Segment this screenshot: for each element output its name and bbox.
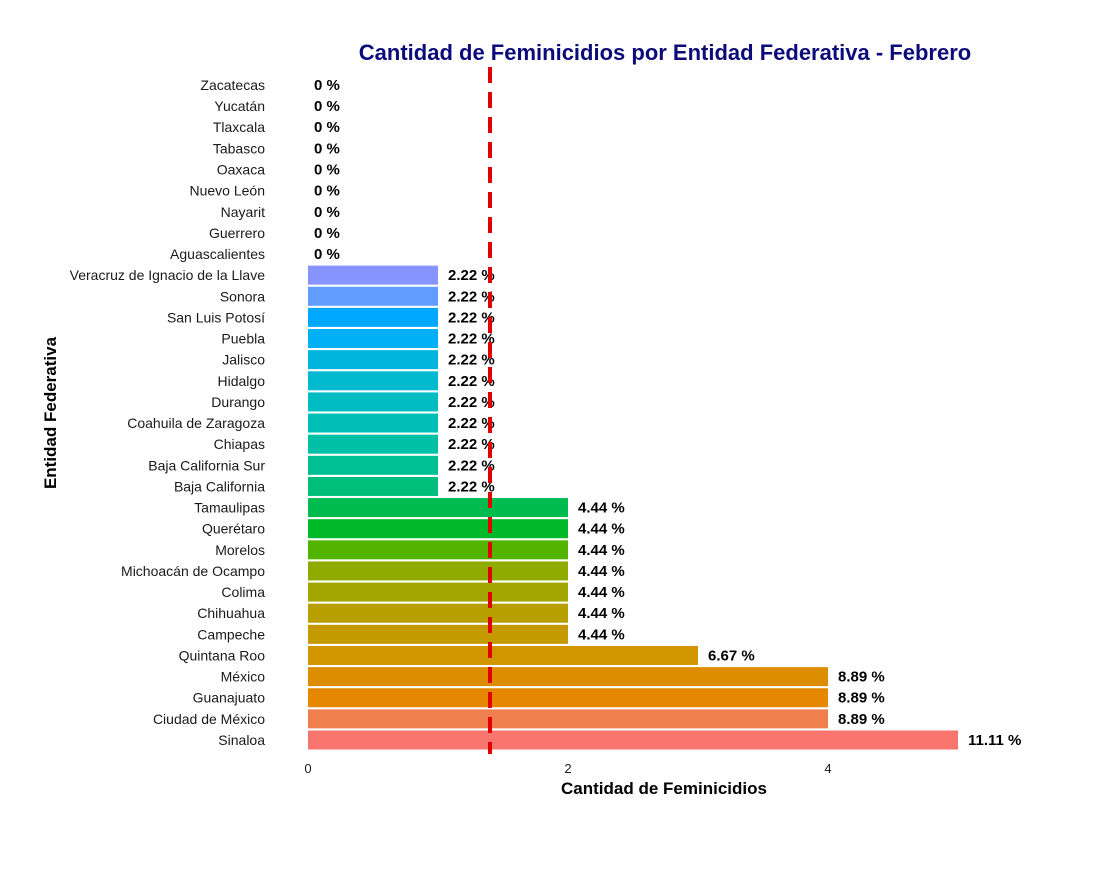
- category-labels: Sinaloa Ciudad de México Guanajuato México Q…: [70, 77, 266, 748]
- category-label: Tamaulipas: [194, 500, 265, 516]
- bar: [308, 519, 568, 539]
- bar: [308, 561, 568, 581]
- bar: [308, 350, 438, 370]
- bar: [308, 667, 828, 687]
- data-label: 0 %: [314, 246, 340, 263]
- category-label: Aguascalientes: [170, 246, 265, 262]
- category-label: Chiapas: [214, 436, 265, 452]
- data-label: 0 %: [314, 98, 340, 115]
- category-label: Veracruz de Ignacio de la Llave: [70, 267, 266, 283]
- data-label: 4.44 %: [578, 605, 625, 622]
- bar: [308, 392, 438, 412]
- data-label: 0 %: [314, 183, 340, 200]
- category-label: Hidalgo: [218, 373, 266, 389]
- data-label: 4.44 %: [578, 584, 625, 601]
- category-label: Oaxaca: [217, 161, 265, 177]
- category-label: Quintana Roo: [179, 647, 266, 663]
- data-label: 2.22 %: [448, 457, 495, 474]
- category-label: San Luis Potosí: [167, 309, 265, 325]
- data-label: 4.44 %: [578, 500, 625, 517]
- data-label: 0 %: [314, 225, 340, 242]
- category-label: Querétaro: [202, 521, 265, 537]
- x-tick-label: 2: [564, 761, 571, 776]
- bar: [308, 286, 438, 306]
- category-label: Zacatecas: [200, 77, 265, 93]
- category-label: Morelos: [215, 542, 265, 558]
- data-label: 8.89 %: [838, 690, 885, 707]
- category-label: Tlaxcala: [213, 119, 265, 135]
- x-axis-label: Cantidad de Feminicidios: [561, 779, 767, 798]
- data-label: 0 %: [314, 77, 340, 94]
- category-label: México: [221, 669, 266, 685]
- category-label: Tabasco: [213, 140, 265, 156]
- bar: [308, 498, 568, 518]
- bar: [308, 688, 828, 708]
- category-label: Baja California: [174, 478, 265, 494]
- data-label: 2.22 %: [448, 373, 495, 390]
- bar: [308, 476, 438, 496]
- bar: [308, 709, 828, 729]
- data-label: 2.22 %: [448, 436, 495, 453]
- data-label: 0 %: [314, 140, 340, 157]
- bar: [308, 582, 568, 602]
- bar: [308, 307, 438, 327]
- chart-title: Cantidad de Feminicidios por Entidad Fed…: [359, 40, 971, 65]
- category-label: Campeche: [197, 626, 265, 642]
- data-label: 0 %: [314, 119, 340, 136]
- data-label: 0 %: [314, 204, 340, 221]
- data-label: 2.22 %: [448, 267, 495, 284]
- bar: [308, 371, 438, 391]
- x-axis-ticks: 0 2 4: [304, 761, 831, 776]
- y-axis-label: Entidad Federativa: [41, 336, 60, 489]
- data-label: 8.89 %: [838, 669, 885, 686]
- bar: [308, 540, 568, 560]
- category-label: Puebla: [221, 331, 265, 347]
- category-label: Durango: [211, 394, 265, 410]
- data-label: 2.22 %: [448, 331, 495, 348]
- data-label: 4.44 %: [578, 563, 625, 580]
- data-labels: 11.11 % 8.89 % 8.89 % 8.89 % 6.67 % 4.44 % 4.4…: [314, 77, 1021, 749]
- bar: [308, 329, 438, 349]
- data-label: 4.44 %: [578, 521, 625, 538]
- bar: [308, 265, 438, 285]
- category-label: Guerrero: [209, 225, 265, 241]
- category-label: Michoacán de Ocampo: [121, 563, 265, 579]
- data-label: 2.22 %: [448, 288, 495, 305]
- data-label: 8.89 %: [838, 711, 885, 728]
- data-label: 2.22 %: [448, 415, 495, 432]
- category-label: Jalisco: [222, 352, 265, 368]
- bar: [308, 730, 958, 750]
- data-label: 4.44 %: [578, 626, 625, 643]
- category-label: Baja California Sur: [148, 457, 265, 473]
- category-label: Sonora: [220, 288, 265, 304]
- x-tick-label: 4: [824, 761, 831, 776]
- data-label: 11.11 %: [968, 732, 1021, 749]
- bar: [308, 455, 438, 475]
- data-label: 2.22 %: [448, 478, 495, 495]
- category-label: Colima: [221, 584, 265, 600]
- category-label: Chihuahua: [197, 605, 265, 621]
- data-label: 2.22 %: [448, 309, 495, 326]
- bar: [308, 624, 568, 644]
- bar: [308, 603, 568, 623]
- bars: [308, 265, 958, 750]
- data-label: 4.44 %: [578, 542, 625, 559]
- bar: [308, 434, 438, 454]
- data-label: 0 %: [314, 161, 340, 178]
- bar: [308, 413, 438, 433]
- category-label: Ciudad de México: [153, 711, 265, 727]
- x-tick-label: 0: [304, 761, 311, 776]
- data-label: 2.22 %: [448, 394, 495, 411]
- category-label: Guanajuato: [193, 690, 266, 706]
- data-label: 6.67 %: [708, 647, 755, 664]
- bar: [308, 645, 698, 665]
- category-label: Nayarit: [221, 204, 265, 220]
- category-label: Sinaloa: [218, 732, 265, 748]
- data-label: 2.22 %: [448, 352, 495, 369]
- category-label: Nuevo León: [189, 183, 265, 199]
- category-label: Coahuila de Zaragoza: [127, 415, 265, 431]
- category-label: Yucatán: [214, 98, 265, 114]
